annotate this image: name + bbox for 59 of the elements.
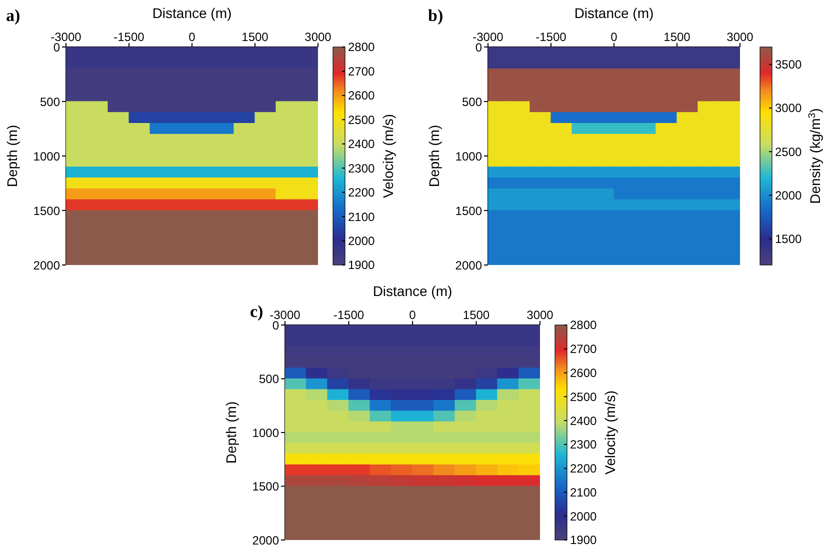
x-axis-title: Distance (m) [573,5,655,21]
y-tick-label: 500 [462,94,482,109]
x-tick-label: 3000 [304,30,332,44]
y-tick-label: 1500 [252,480,280,494]
color-bar-label: 2000 [570,509,598,524]
color-bar-label: 2000 [775,188,802,202]
color-bar-label: 2500 [570,390,598,404]
color-bar-label: 3500 [775,58,802,72]
color-bar-label: 2600 [348,88,376,103]
y-axis-title: Depth (m) [222,401,239,464]
x-axis-title: Distance (m) [372,283,454,299]
y-tick-label: 500 [40,94,60,109]
color-bar-label: 2300 [570,438,598,452]
y-tick-label: 2000 [33,258,60,272]
x-tick-label: 0 [409,308,416,322]
color-bar-label: 2500 [348,112,376,127]
color-bar-label: 1500 [775,232,802,246]
x-tick-label: 3000 [526,308,554,322]
color-bar-label: 2800 [570,318,598,332]
y-axis-title: Depth (m) [4,124,20,188]
color-bar-title: Velocity (m/s) [380,114,396,198]
y-tick-label: 2000 [252,533,280,548]
color-bar-label: 1900 [348,258,376,272]
x-tick-label: 1500 [664,30,691,44]
color-bar-label: 2200 [348,186,376,200]
y-tick-label: 1500 [33,204,60,218]
color-bar-label: 2400 [348,137,376,152]
color-bar-label: 2300 [348,161,376,176]
y-tick-label: 1000 [33,149,60,164]
x-tick-label: -1500 [536,30,567,44]
chart-title: c) [250,302,264,322]
x-axis-title: Distance (m) [151,5,233,21]
color-bar-label: 2200 [570,462,598,476]
y-tick-label: 500 [258,372,280,386]
color-bar-label: 2100 [348,210,376,224]
x-tick-label: 0 [610,30,618,44]
color-bar-label: 2500 [775,144,802,159]
color-bar-label: 2800 [348,40,376,54]
x-tick-label: -1500 [114,30,145,44]
color-bar-label: 2100 [570,485,598,500]
chart-title: b) [428,6,444,26]
color-bar-label: 2600 [570,366,598,380]
chart-title: a) [6,6,20,26]
color-bar-label: 2400 [570,414,598,428]
color-bar-label: 2700 [348,64,376,78]
x-tick-label: 3000 [726,30,754,44]
x-tick-label: 1500 [242,30,269,44]
color-bar-label: 2000 [348,234,376,248]
color-bar-label: 1900 [570,533,598,548]
y-tick-label: 1500 [455,204,482,218]
x-tick-label: -1500 [333,308,364,322]
color-bar-label: 2700 [570,342,598,356]
y-tick-label: 1000 [455,149,482,164]
y-tick-label: 2000 [455,258,482,272]
x-tick-label: 0 [188,30,196,44]
color-bar-label: 3000 [775,101,802,116]
color-bar-title: Velocity (m/s) [602,390,618,475]
y-tick-label: 1000 [252,426,280,440]
y-axis-title: Depth (m) [426,124,442,188]
